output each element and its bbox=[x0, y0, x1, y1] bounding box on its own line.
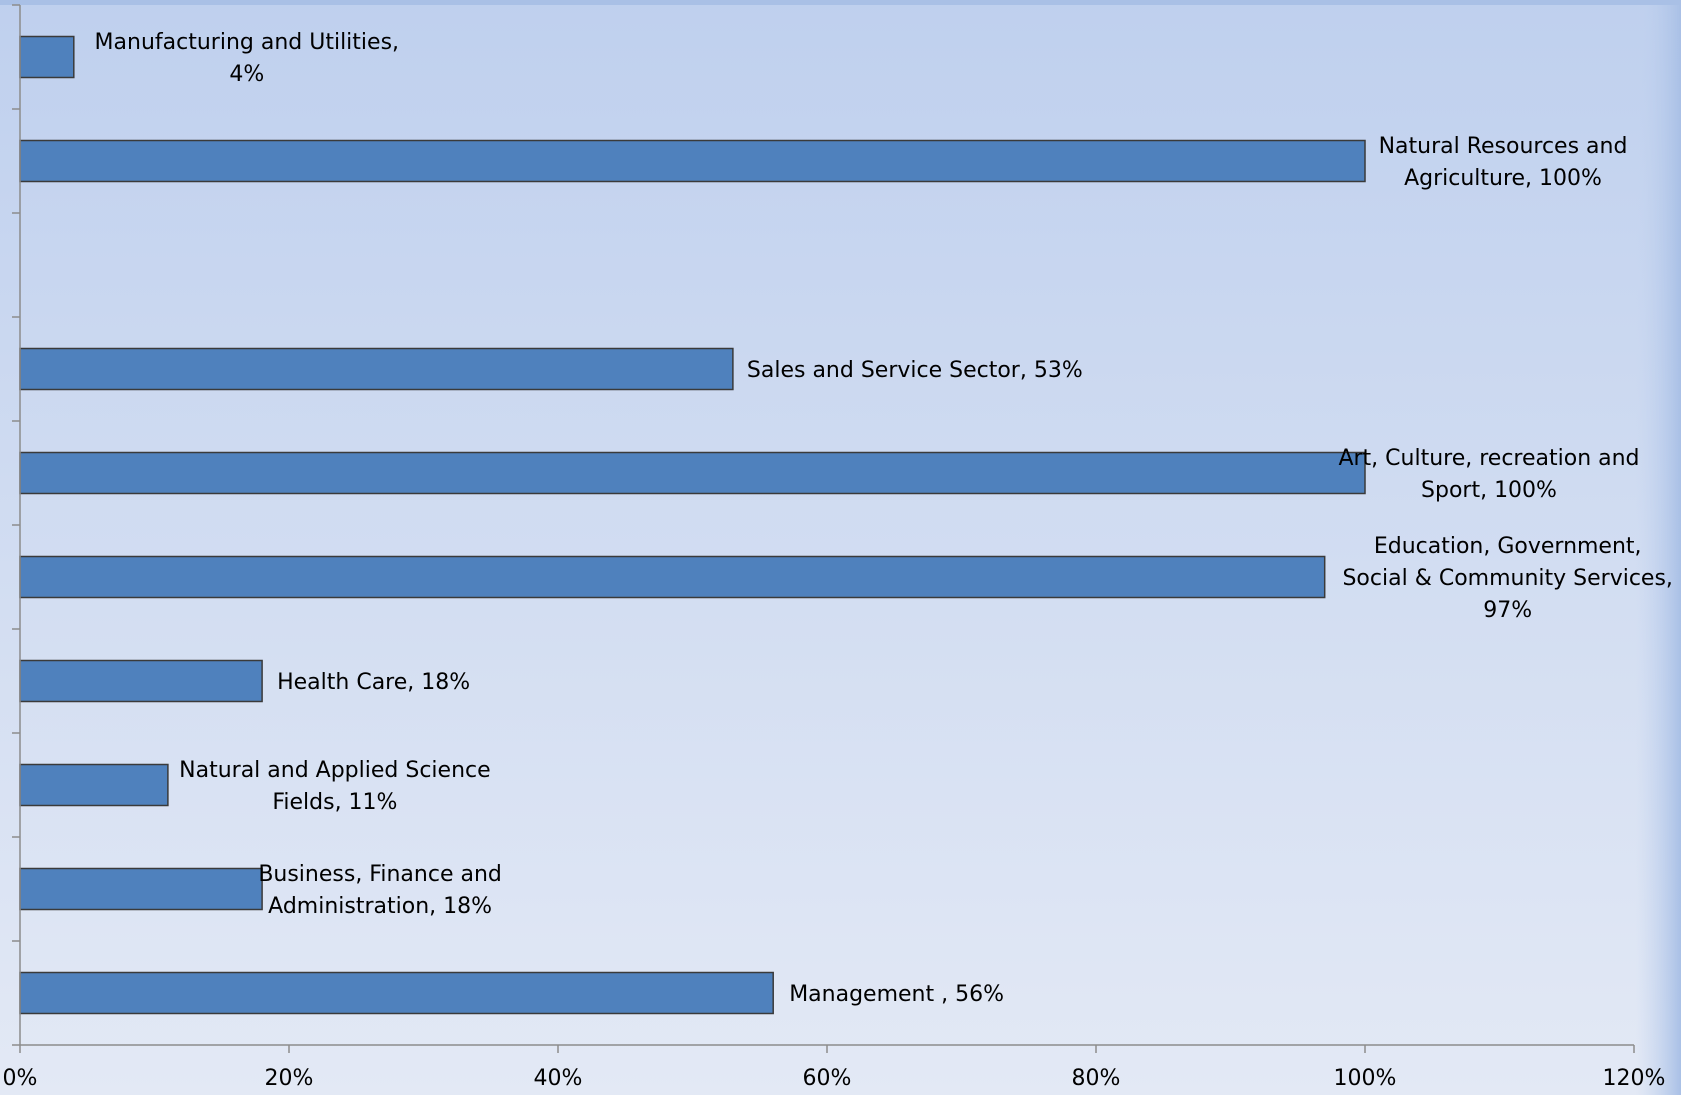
data-label-4-line-0: Education, Government, bbox=[1374, 534, 1642, 559]
bar-3 bbox=[19, 659, 263, 703]
bar-1 bbox=[19, 867, 263, 911]
bar-9 bbox=[19, 35, 75, 79]
data-label-2-line-1: Fields, 11% bbox=[272, 790, 397, 815]
data-label-5-line-0: Art, Culture, recreation and bbox=[1338, 446, 1639, 471]
data-label-1-line-1: Administration, 18% bbox=[268, 894, 492, 919]
right-frame bbox=[1636, 0, 1681, 1095]
x-tick-label-1: 20% bbox=[265, 1066, 314, 1091]
x-tick-label-3: 60% bbox=[803, 1066, 852, 1091]
bar-2 bbox=[19, 763, 169, 807]
data-label-6-line-0: Sales and Service Sector, 53% bbox=[747, 358, 1083, 383]
data-label-4-line-1: Social & Community Services, bbox=[1342, 566, 1672, 591]
x-tick-label-6: 120% bbox=[1603, 1066, 1666, 1091]
data-label-8-line-1: Agriculture, 100% bbox=[1404, 166, 1602, 191]
bar-5 bbox=[19, 451, 1366, 495]
data-label-1-line-0: Business, Finance and bbox=[258, 862, 502, 887]
data-label-2-line-0: Natural and Applied Science bbox=[179, 758, 491, 783]
data-label-5-line-1: Sport, 100% bbox=[1421, 478, 1557, 503]
data-label-9-line-1: 4% bbox=[229, 62, 264, 87]
bar-4 bbox=[19, 555, 1326, 599]
data-label-0-line-0: Management , 56% bbox=[789, 982, 1004, 1007]
x-tick-label-4: 80% bbox=[1072, 1066, 1121, 1091]
bar-8 bbox=[19, 139, 1366, 183]
x-tick-label-2: 40% bbox=[534, 1066, 583, 1091]
data-label-9-line-0: Manufacturing and Utilities, bbox=[95, 30, 399, 55]
x-tick-label-0: 0% bbox=[3, 1066, 38, 1091]
top-frame bbox=[0, 0, 1681, 5]
bar-0 bbox=[19, 971, 774, 1015]
data-label-3-line-0: Health Care, 18% bbox=[277, 670, 470, 695]
axis-layer: 0% 20% 40% 60% 80% 100% 120% bbox=[3, 4, 1666, 1091]
bars-layer bbox=[19, 35, 1366, 1015]
bar-6 bbox=[19, 347, 734, 391]
data-labels-layer: Management , 56% Business, Finance and Adm… bbox=[95, 30, 1673, 1007]
data-label-8-line-0: Natural Resources and bbox=[1379, 134, 1628, 159]
x-tick-label-5: 100% bbox=[1334, 1066, 1397, 1091]
data-label-4-line-2: 97% bbox=[1483, 598, 1532, 623]
